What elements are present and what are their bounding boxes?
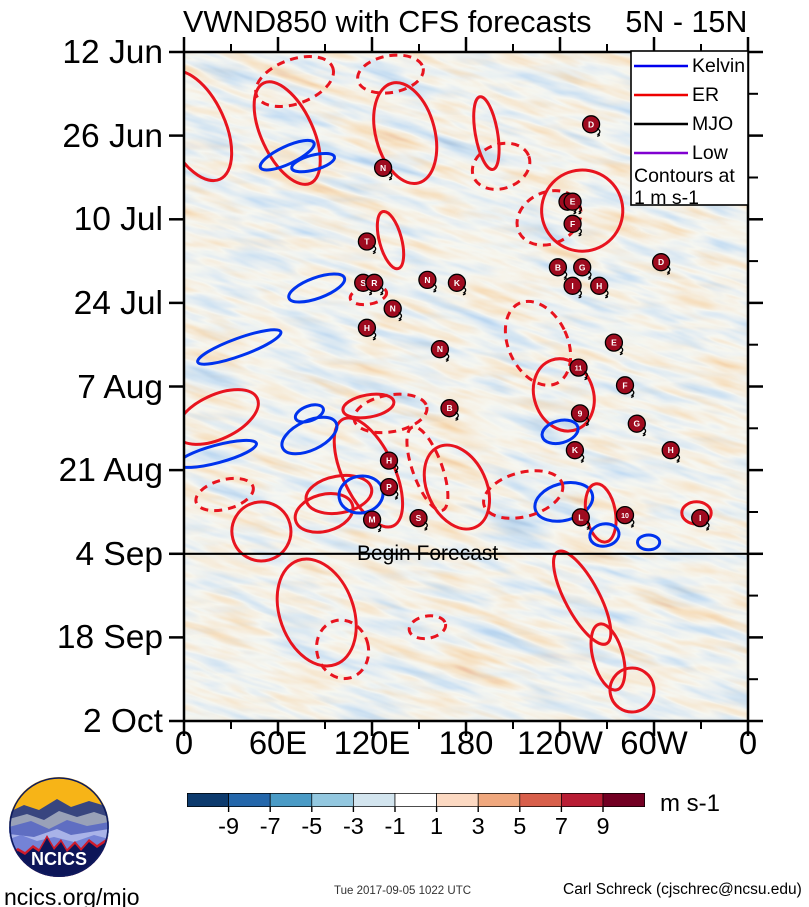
svg-text:NCICS: NCICS [31,849,87,869]
